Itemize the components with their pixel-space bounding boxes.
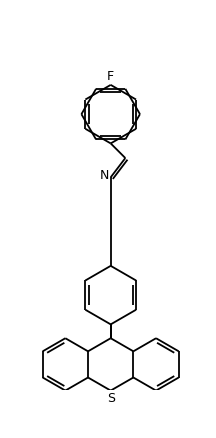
Text: S: S [107, 392, 115, 405]
Text: N: N [100, 169, 109, 182]
Text: F: F [107, 70, 114, 83]
